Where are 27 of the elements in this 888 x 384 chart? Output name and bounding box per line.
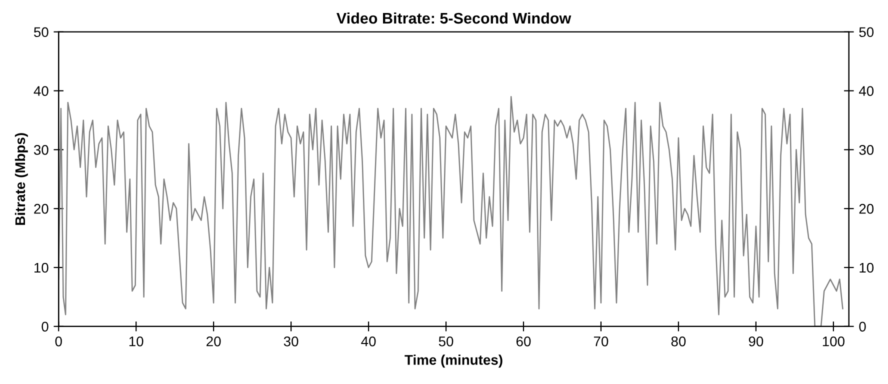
y-axis-title: Bitrate (Mbps) bbox=[14, 133, 28, 225]
y2-tick-label: 20 bbox=[859, 204, 874, 214]
y-tick-label: 10 bbox=[34, 262, 48, 273]
x-tick-label: 100 bbox=[822, 336, 844, 346]
x-axis-title: Time (minutes) bbox=[404, 354, 502, 368]
x-tick-label: 70 bbox=[594, 336, 608, 346]
x-tick-label: 20 bbox=[206, 336, 221, 346]
x-tick-label: 30 bbox=[284, 336, 298, 346]
x-tick-label: 60 bbox=[516, 336, 531, 346]
x-tick-label: 50 bbox=[438, 336, 454, 346]
x-tick-label: 40 bbox=[361, 336, 376, 346]
y2-tick-label: 50 bbox=[859, 27, 874, 38]
x-tick-label: 10 bbox=[129, 336, 144, 346]
y2-tick-label: 10 bbox=[860, 262, 874, 273]
chart-title: Video Bitrate: 5-Second Window bbox=[336, 12, 572, 24]
x-tick-label: 80 bbox=[671, 336, 686, 346]
y2-tick-label: 0 bbox=[859, 322, 866, 332]
y2-tick-label: 30 bbox=[859, 145, 874, 155]
x-tick-label: 0 bbox=[55, 336, 62, 346]
y2-tick-label: 40 bbox=[858, 86, 874, 96]
y-tick-label: 40 bbox=[34, 86, 48, 96]
line-series bbox=[58, 96, 844, 326]
y-tick-label: 30 bbox=[34, 145, 48, 155]
y-tick-label: 20 bbox=[34, 204, 48, 214]
x-tick-label: 90 bbox=[748, 336, 764, 346]
y-tick-label: 0 bbox=[42, 322, 48, 332]
y-tick-label: 50 bbox=[34, 27, 48, 38]
